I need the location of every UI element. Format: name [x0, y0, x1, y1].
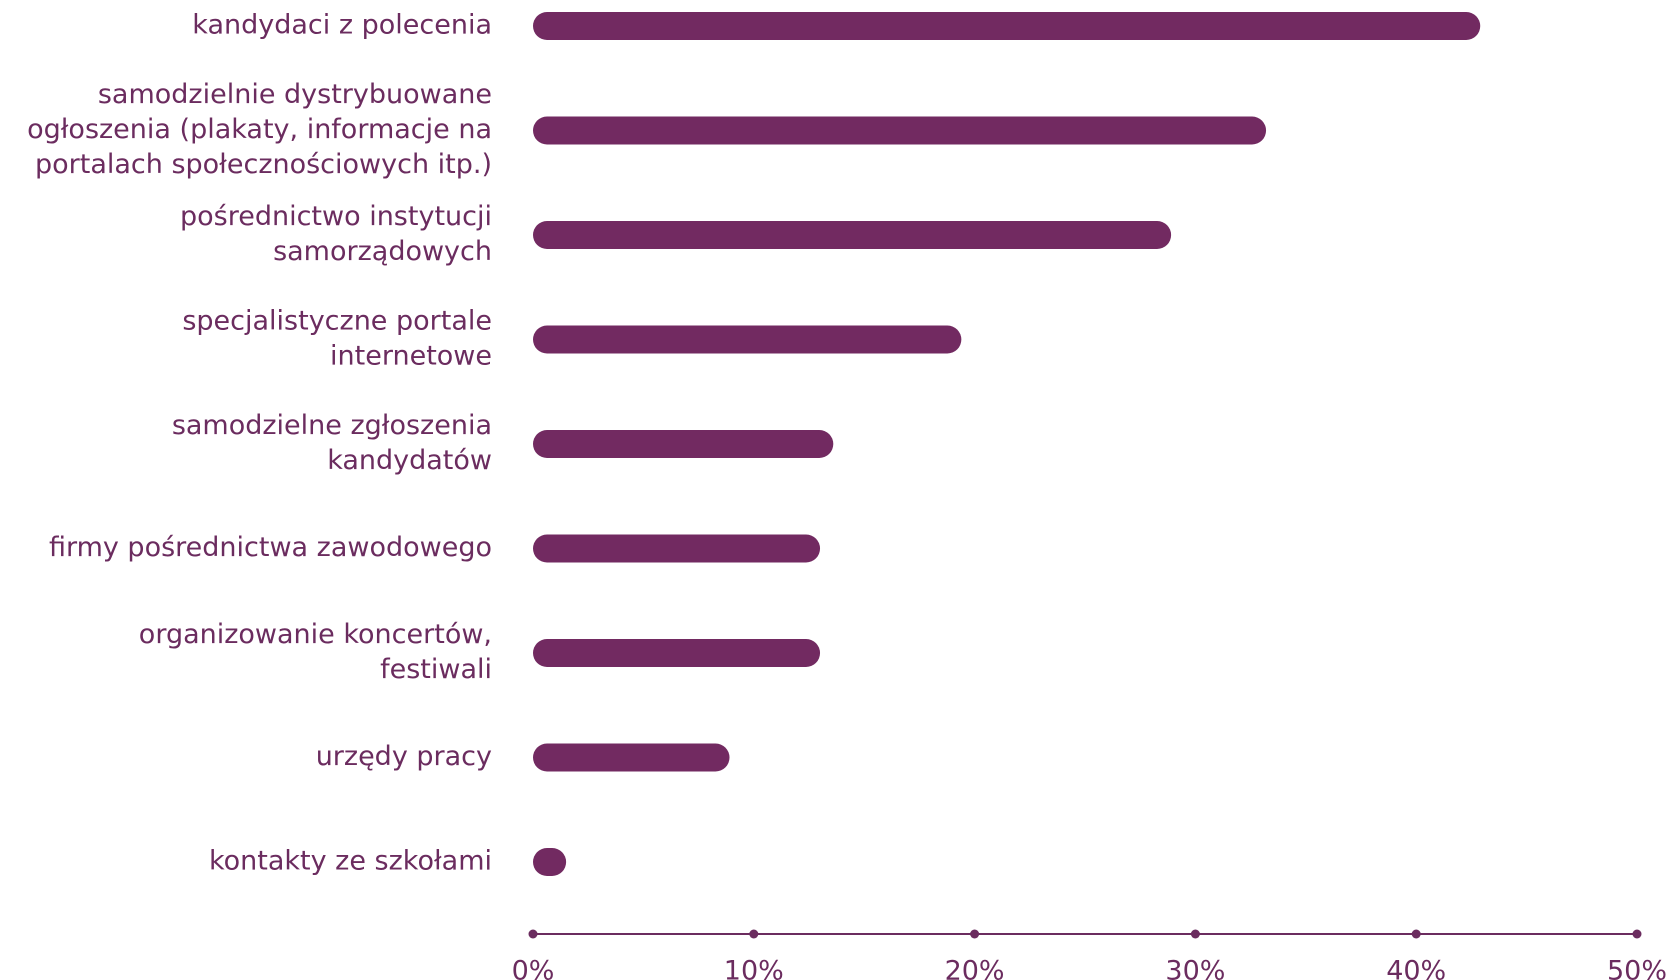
x-tick-mark	[970, 929, 980, 939]
bar	[533, 116, 1267, 145]
category-label: specjalistyczne portale	[182, 306, 492, 337]
bar	[533, 12, 1481, 40]
bar	[533, 639, 821, 667]
bar	[533, 534, 821, 563]
category-label: pośrednictwo instytucji	[180, 201, 492, 232]
category-label: kontakty ze szkołami	[209, 846, 492, 877]
category-label: firmy pośrednictwa zawodowego	[49, 532, 492, 563]
x-tick-mark	[1190, 929, 1200, 939]
category-label: portalach społecznościowych itp.)	[35, 149, 492, 180]
x-tick-mark	[749, 929, 759, 939]
category-label: urzędy pracy	[316, 741, 492, 772]
x-tick-label: 30%	[1165, 956, 1225, 980]
x-tick-label: 0%	[512, 956, 555, 980]
category-label: samodzielne zgłoszenia	[172, 410, 492, 441]
x-tick-label: 40%	[1386, 956, 1446, 980]
bar	[533, 743, 730, 772]
bar	[533, 325, 962, 354]
category-label: kandydatów	[327, 445, 492, 476]
category-label: festiwali	[380, 654, 492, 685]
category-label: ogłoszenia (plakaty, informacje na	[27, 114, 492, 145]
x-tick-mark	[1411, 929, 1421, 939]
category-label: organizowanie koncertów,	[139, 619, 492, 650]
category-label: samorządowych	[273, 236, 492, 267]
x-tick-label: 50%	[1607, 956, 1667, 980]
category-label: samodzielnie dystrybuowane	[98, 79, 492, 110]
bar	[533, 430, 834, 458]
category-labels: kandydaci z polecenia samodzielnie dystry…	[27, 10, 492, 877]
bar	[533, 221, 1172, 249]
bar	[533, 848, 567, 876]
bars-layer	[533, 12, 1481, 876]
x-tick-mark	[528, 929, 538, 939]
category-label: kandydaci z polecenia	[192, 10, 492, 41]
x-tick-label: 10%	[724, 956, 784, 980]
x-axis: 0% 10% 20% 30% 40% 50%	[512, 929, 1667, 980]
x-tick-mark	[1632, 929, 1642, 939]
category-label: internetowe	[330, 341, 492, 372]
x-tick-label: 20%	[945, 956, 1005, 980]
